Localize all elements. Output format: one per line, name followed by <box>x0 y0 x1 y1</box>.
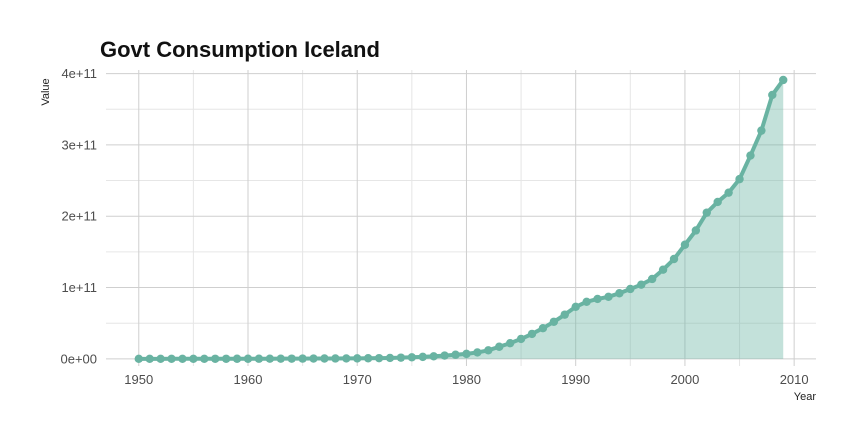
x-axis-label: Year <box>794 391 817 403</box>
data-point <box>680 240 690 249</box>
x-tick-label: 1960 <box>234 372 263 387</box>
data-point <box>440 351 449 360</box>
data-point <box>495 342 504 351</box>
data-point <box>320 354 329 363</box>
data-point <box>221 354 231 363</box>
data-point <box>309 354 318 363</box>
data-point <box>298 354 307 363</box>
data-point <box>189 354 198 363</box>
data-point <box>735 174 744 184</box>
y-axis-ticks: 0e+00 1e+11 2e+11 3e+11 4e+11 <box>60 66 97 366</box>
data-point <box>407 353 417 362</box>
y-tick-label: 2e+11 <box>61 209 97 224</box>
data-point <box>211 354 220 363</box>
data-points <box>134 75 788 364</box>
data-point <box>353 354 362 363</box>
data-point <box>691 226 701 235</box>
data-point <box>276 354 285 363</box>
data-point <box>626 284 635 294</box>
data-point <box>768 90 777 100</box>
data-point <box>724 188 733 197</box>
data-point <box>484 346 493 355</box>
data-point <box>254 354 264 363</box>
data-point <box>374 353 384 363</box>
data-point <box>462 349 471 359</box>
data-point <box>538 323 548 333</box>
grid <box>106 70 816 366</box>
data-point <box>647 274 657 284</box>
data-point <box>746 151 755 160</box>
data-point <box>145 354 154 364</box>
y-axis-label: Value <box>40 78 52 105</box>
data-point <box>363 354 373 363</box>
x-tick-label: 1980 <box>452 372 481 387</box>
data-point <box>134 354 143 364</box>
data-point <box>702 208 711 217</box>
y-tick-label: 3e+11 <box>61 137 97 152</box>
y-tick-label: 0e+00 <box>60 351 97 366</box>
data-point <box>779 75 788 85</box>
data-point <box>473 348 482 357</box>
x-axis-ticks: 1950 1960 1970 1980 1990 2000 2010 <box>124 372 808 387</box>
chart-title: Govt Consumption Iceland <box>100 37 380 62</box>
data-point <box>560 310 569 319</box>
data-point <box>527 329 537 339</box>
x-tick-label: 1950 <box>124 372 153 387</box>
y-tick-label: 4e+11 <box>61 66 97 81</box>
data-point <box>582 297 591 307</box>
data-point <box>571 302 580 311</box>
area-fill <box>138 79 784 359</box>
x-tick-label: 1970 <box>343 372 372 387</box>
data-point <box>243 354 253 363</box>
x-tick-label: 1990 <box>561 372 590 387</box>
y-tick-label: 1e+11 <box>61 280 97 295</box>
data-point <box>429 352 438 361</box>
x-tick-label: 2000 <box>670 372 699 387</box>
data-point <box>342 354 351 363</box>
data-point <box>385 353 395 363</box>
data-point <box>593 294 602 304</box>
x-tick-label: 2010 <box>780 372 809 387</box>
data-point <box>505 338 515 348</box>
data-point <box>637 280 646 289</box>
data-point <box>156 354 165 364</box>
data-point <box>167 354 176 364</box>
data-point <box>331 354 340 363</box>
data-point <box>451 350 460 359</box>
data-point <box>418 352 427 362</box>
data-point <box>265 354 275 363</box>
data-point <box>713 197 722 207</box>
data-point <box>604 292 613 302</box>
data-point <box>516 334 526 344</box>
data-point <box>757 126 766 135</box>
data-point <box>178 354 187 364</box>
data-point <box>615 289 624 298</box>
data-point <box>549 317 559 326</box>
data-point <box>396 353 406 362</box>
data-point <box>658 265 668 274</box>
data-point <box>232 354 242 363</box>
data-point <box>200 354 209 363</box>
data-point <box>669 254 679 264</box>
data-point <box>287 354 296 363</box>
